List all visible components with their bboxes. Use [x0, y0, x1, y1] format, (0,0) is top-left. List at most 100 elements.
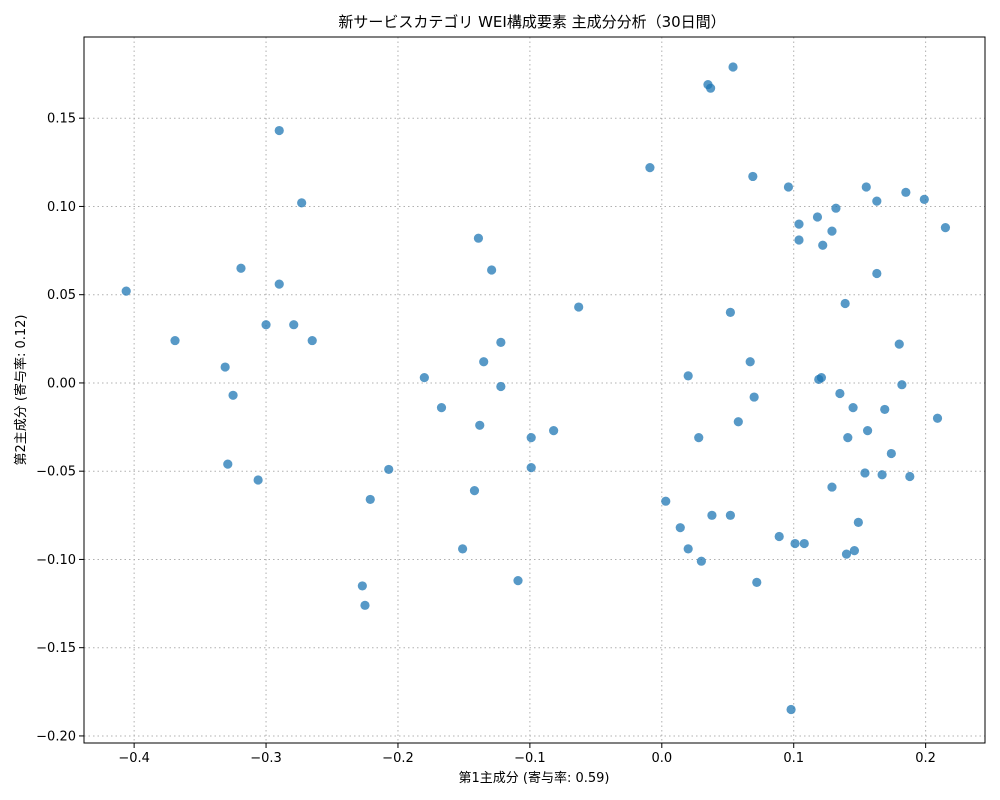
- scatter-point: [728, 62, 738, 72]
- scatter-point: [748, 171, 758, 182]
- plot-frame: [83, 36, 986, 744]
- scatter-point: [905, 471, 915, 482]
- y-tick-label: −0.10: [36, 553, 76, 568]
- scatter-point: [790, 538, 800, 549]
- x-axis: −0.4 −0.3 −0.2 −0.1 0.0 0.1 0.2: [118, 743, 936, 766]
- scatter-point: [745, 357, 755, 367]
- scatter-point: [853, 517, 863, 527]
- scatter-point: [479, 357, 489, 367]
- scatter-point: [794, 235, 804, 245]
- y-axis: −0.20 −0.15 −0.10 −0.05 0.00 0.05 0.10 0.15: [36, 112, 84, 744]
- scatter-point: [932, 413, 943, 423]
- scatter-point: [574, 302, 584, 312]
- scatter-point: [877, 470, 887, 480]
- scatter-point: [818, 240, 828, 250]
- scatter-point: [786, 704, 796, 715]
- scatter-point: [223, 459, 233, 469]
- scatter-point: [940, 223, 951, 233]
- y-tick-label: −0.20: [36, 729, 76, 744]
- scatter-point: [496, 381, 506, 392]
- y-axis-label: 第2主成分 (寄与率: 0.12): [13, 314, 29, 465]
- scatter-point: [170, 335, 180, 346]
- data-points: [121, 62, 951, 715]
- scatter-point: [683, 371, 693, 381]
- scatter-point: [706, 83, 716, 93]
- scatter-point: [384, 464, 394, 475]
- scatter-point: [919, 194, 929, 204]
- scatter-point: [812, 212, 823, 222]
- y-tick-label: 0.15: [47, 112, 76, 127]
- scatter-point: [816, 373, 827, 383]
- scatter-point: [783, 182, 794, 192]
- scatter-point: [357, 581, 367, 591]
- scatter-point: [886, 448, 896, 459]
- x-tick-label: 0.0: [651, 751, 672, 766]
- x-tick-label: 0.2: [915, 751, 936, 766]
- scatter-point: [872, 196, 882, 206]
- x-tick-label: −0.1: [514, 751, 546, 766]
- scatter-point: [840, 298, 850, 309]
- x-tick-label: −0.3: [250, 751, 282, 766]
- scatter-point: [827, 482, 837, 492]
- scatter-point: [297, 198, 307, 208]
- x-tick-label: −0.2: [382, 751, 414, 766]
- scatter-point: [835, 388, 845, 399]
- scatter-point: [725, 307, 735, 317]
- y-tick-label: −0.15: [36, 641, 76, 656]
- scatter-point: [121, 286, 131, 296]
- scatter-point: [513, 576, 523, 586]
- scatter-point: [645, 163, 655, 173]
- scatter-point: [694, 433, 704, 443]
- scatter-point: [794, 219, 804, 229]
- scatter-point: [848, 403, 858, 413]
- y-tick-label: −0.05: [36, 465, 76, 480]
- scatter-point: [365, 494, 375, 505]
- scatter-point: [894, 339, 904, 349]
- scatter-point: [862, 425, 873, 436]
- scatter-point: [307, 335, 317, 346]
- scatter-point: [475, 420, 485, 430]
- scatter-point: [897, 380, 907, 390]
- scatter-point: [220, 362, 230, 372]
- scatter-point: [289, 320, 299, 330]
- scatter-point: [683, 544, 693, 554]
- scatter-point: [799, 538, 809, 549]
- scatter-point: [473, 233, 484, 243]
- scatter-point: [901, 187, 911, 197]
- scatter-point: [827, 226, 837, 236]
- scatter-point: [360, 600, 370, 610]
- y-tick-label: 0.00: [47, 376, 76, 391]
- scatter-point: [880, 404, 890, 415]
- scatter-point: [458, 544, 468, 554]
- scatter-point: [253, 475, 263, 485]
- scatter-point: [733, 417, 743, 427]
- scatter-point: [526, 463, 536, 473]
- scatter-point: [487, 265, 497, 275]
- scatter-point: [831, 203, 841, 213]
- scatter-point: [274, 125, 284, 136]
- chart-title: 新サービスカテゴリ WEI構成要素 主成分分析（30日間）: [338, 13, 725, 31]
- scatter-point: [661, 496, 671, 506]
- scatter-point: [696, 556, 706, 566]
- scatter-point: [861, 182, 871, 192]
- scatter-point: [841, 549, 852, 559]
- scatter-point: [436, 403, 447, 413]
- y-tick-label: 0.10: [47, 200, 76, 215]
- scatter-point: [774, 531, 784, 542]
- scatter-point: [419, 373, 429, 383]
- scatter-point: [469, 486, 480, 496]
- y-tick-label: 0.05: [47, 288, 76, 303]
- x-tick-label: −0.4: [118, 751, 150, 766]
- scatter-point: [261, 320, 271, 330]
- scatter-point: [549, 425, 559, 436]
- scatter-point: [872, 268, 882, 279]
- scatter-point: [274, 279, 284, 289]
- grid-lines: [84, 37, 985, 743]
- scatter-point: [849, 546, 860, 556]
- x-axis-label: 第1主成分 (寄与率: 0.59): [458, 770, 609, 786]
- scatter-point: [675, 523, 685, 533]
- scatter-point: [860, 468, 870, 478]
- scatter-point: [228, 390, 238, 400]
- scatter-point: [526, 433, 536, 443]
